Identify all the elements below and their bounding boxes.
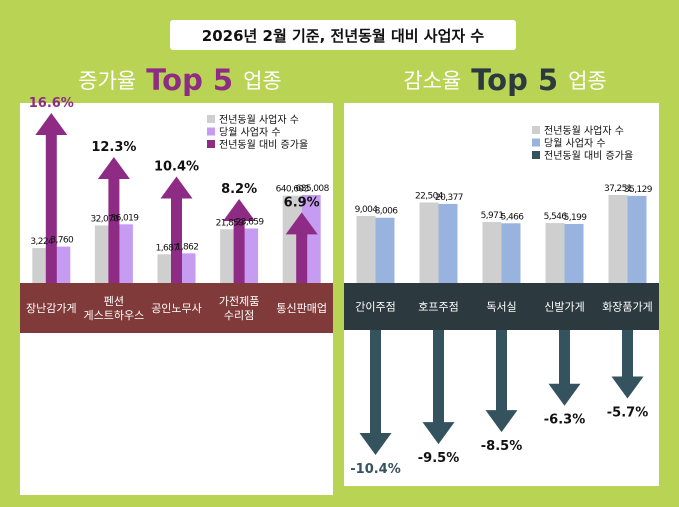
decrease-prev-bar	[545, 223, 565, 283]
decrease-title-top: Top 5	[471, 63, 559, 97]
decrease-rate-arrow	[422, 330, 455, 445]
increase-rate-arrow	[285, 212, 318, 283]
decrease-curr-value-label: 35,129	[624, 185, 653, 195]
decrease-rate-arrow	[485, 330, 518, 433]
decrease-rate-label: -5.7%	[607, 406, 648, 421]
decrease-prev-value-label: 22,504	[415, 191, 444, 201]
main-title: 2026년 2월 기준, 전년동월 대비 사업자 수	[170, 20, 516, 50]
decrease-prev-bar	[482, 221, 502, 283]
increase-rate-arrow	[160, 176, 193, 283]
increase-category-label: 공인노무사	[151, 302, 202, 315]
increase-curr-value-label: 36,019	[110, 213, 139, 223]
decrease-category-label: 간이주점	[355, 301, 395, 314]
increase-legend-label: 당월 사업자 수	[219, 126, 281, 139]
decrease-prev-value-label: 9,004	[355, 205, 379, 215]
decrease-prev-value-label: 5,971	[481, 211, 504, 221]
increase-category-label: 장난감가게	[26, 302, 77, 315]
increase-legend-label: 전년동월 사업자 수	[219, 113, 299, 126]
increase-curr-value-label: 1,862	[176, 242, 199, 252]
decrease-rate-label: -6.3%	[544, 413, 585, 428]
increase-rate-arrow	[35, 113, 68, 283]
decrease-category-band	[344, 283, 659, 330]
increase-curr-value-label: 23,659	[236, 217, 265, 227]
increase-rate-label: 10.4%	[154, 159, 199, 174]
decrease-rate-arrow	[359, 330, 392, 455]
increase-legend-swatch	[207, 140, 215, 148]
decrease-legend-label: 전년동월 사업자 수	[544, 124, 624, 137]
increase-curr-value-label: 3,760	[50, 236, 74, 246]
decrease-legend-label: 전년동월 대비 증가율	[544, 150, 633, 162]
increase-curr-value-label: 685,008	[296, 184, 330, 194]
increase-category-label: 통신판매업	[276, 302, 327, 315]
decrease-prev-value-label: 37,251	[604, 184, 632, 194]
decrease-curr-value-label: 8,006	[375, 207, 399, 217]
increase-legend-swatch	[207, 127, 215, 136]
decrease-legend-label: 당월 사업자 수	[544, 137, 606, 150]
decrease-rate-label: -10.4%	[350, 462, 401, 477]
decrease-category-label: 신발가게	[544, 301, 584, 314]
increase-prev-value-label: 21,859	[216, 218, 245, 228]
increase-rate-label: 6.9%	[284, 195, 320, 210]
increase-rate-arrow	[97, 157, 130, 283]
decrease-prev-bar	[608, 195, 628, 283]
increase-category-label: 펜션 게스트하우스	[84, 295, 145, 322]
increase-title-top: Top 5	[146, 63, 234, 97]
increase-rate-label: 12.3%	[91, 140, 136, 155]
decrease-category-label: 독서실	[486, 301, 516, 314]
decrease-curr-value-label: 20,377	[435, 193, 463, 203]
increase-prev-value-label: 640,603	[276, 185, 309, 195]
increase-rate-arrow	[223, 199, 256, 283]
increase-category-label: 가전제품 수리점	[219, 295, 259, 322]
increase-rate-label: 8.2%	[221, 182, 257, 197]
decrease-curr-bar	[375, 217, 395, 283]
decrease-rate-label: -9.5%	[418, 451, 459, 466]
decrease-title-pre: 감소율	[403, 69, 462, 93]
decrease-category-label: 호프주점	[418, 301, 458, 314]
decrease-rate-label: -8.5%	[481, 439, 522, 454]
decrease-curr-bar	[627, 195, 647, 283]
increase-legend-label: 전년동월 대비 증가율	[219, 139, 308, 151]
increase-title-post: 업종	[243, 69, 282, 93]
increase-prev-value-label: 3,224	[30, 237, 54, 247]
increase-title-pre: 증가율	[78, 69, 137, 93]
decrease-category-label: 화장품가게	[602, 301, 653, 314]
increase-prev-value-label: 1,687	[156, 243, 179, 253]
decrease-legend-swatch	[532, 138, 540, 147]
decrease-curr-bar	[564, 224, 584, 283]
decrease-curr-value-label: 5,466	[501, 212, 525, 222]
decrease-prev-value-label: 5,546	[544, 212, 568, 222]
decrease-curr-bar	[438, 203, 458, 283]
increase-section-title: 증가율 Top 5 업종	[20, 62, 340, 98]
decrease-prev-bar	[419, 202, 439, 283]
decrease-legend-swatch	[532, 151, 540, 159]
increase-category-band	[20, 283, 333, 333]
increase-rate-label: 16.6%	[29, 96, 74, 111]
increase-legend-swatch	[207, 115, 215, 123]
decrease-rate-arrow	[611, 330, 644, 399]
decrease-legend-swatch	[532, 126, 540, 134]
increase-prev-value-label: 32,070	[90, 214, 119, 224]
decrease-prev-bar	[356, 215, 376, 283]
decrease-curr-bar	[501, 223, 521, 283]
decrease-title-post: 업종	[568, 69, 607, 93]
decrease-rate-arrow	[548, 330, 581, 406]
decrease-curr-value-label: 5,199	[564, 213, 588, 223]
decrease-section-title: 감소율 Top 5 업종	[345, 62, 665, 98]
